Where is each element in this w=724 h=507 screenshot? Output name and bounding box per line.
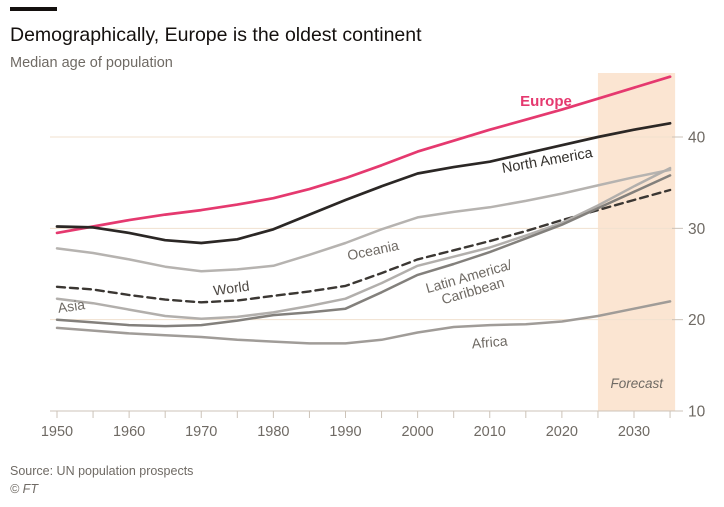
series-label-europe: Europe xyxy=(520,93,572,110)
x-tick-label-1970: 1970 xyxy=(185,424,217,440)
series-label-north-america: North America xyxy=(501,145,595,177)
series-label-line: Europe xyxy=(520,93,572,110)
series-line-europe xyxy=(55,75,672,235)
series-label-line: North America xyxy=(501,145,595,177)
series-line-world xyxy=(55,188,672,304)
x-tick-label-1980: 1980 xyxy=(257,424,289,440)
ft-top-rule xyxy=(10,7,57,11)
series-line-oceania xyxy=(55,168,672,273)
source-note: Source: UN population prospects xyxy=(10,464,194,478)
forecast-label: Forecast xyxy=(610,376,664,391)
series-label-africa: Africa xyxy=(471,332,508,351)
series-label-world: World xyxy=(212,278,250,299)
y-tick-label-30: 30 xyxy=(688,221,706,238)
ft-credit: © FT xyxy=(10,482,38,496)
series-line-north-america xyxy=(55,121,672,245)
series-label-line: Asia xyxy=(57,296,86,316)
series-label-line: World xyxy=(212,278,250,299)
series-line-asia xyxy=(55,166,672,321)
chart-subtitle: Median age of population xyxy=(10,55,173,71)
x-tick-label-1960: 1960 xyxy=(113,424,145,440)
x-tick-label-2020: 2020 xyxy=(546,424,578,440)
series-label-line: Africa xyxy=(471,332,508,351)
x-tick-label-1990: 1990 xyxy=(329,424,361,440)
x-tick-label-2010: 2010 xyxy=(474,424,506,440)
y-tick-label-10: 10 xyxy=(688,404,706,421)
y-tick-label-20: 20 xyxy=(688,312,706,329)
x-tick-label-2000: 2000 xyxy=(401,424,433,440)
page-title: Demographically, Europe is the oldest co… xyxy=(10,24,422,46)
series-line-africa xyxy=(55,300,672,345)
series-line-latin-america-caribbean xyxy=(55,174,672,328)
x-tick-label-2030: 2030 xyxy=(618,424,650,440)
series-label-asia: Asia xyxy=(57,296,86,316)
series-label-latin-america-caribbean: Latin America/Caribbean xyxy=(424,256,518,310)
y-tick-label-40: 40 xyxy=(688,130,706,147)
x-tick-label-1950: 1950 xyxy=(41,424,73,440)
